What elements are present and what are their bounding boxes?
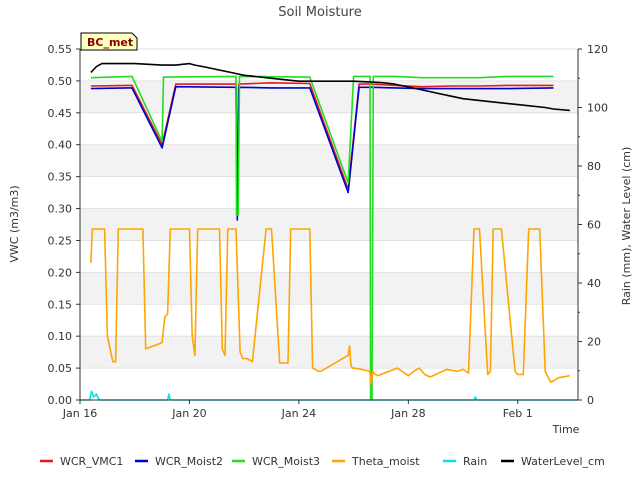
x-tick-label: Jan 16 — [62, 407, 97, 420]
legend-label: Rain — [463, 455, 487, 468]
badge-box — [80, 32, 138, 51]
y-left-tick-label: 0.55 — [48, 43, 73, 56]
series-layer — [80, 62, 578, 401]
series-line-wcr-moist2 — [90, 85, 554, 221]
x-tick-label: Jan 20 — [171, 407, 206, 420]
grid-band — [80, 144, 578, 177]
series-line-theta-moist — [90, 228, 570, 385]
badge-label: BC_met — [87, 36, 133, 49]
y-left-tick-label: 0.20 — [48, 266, 73, 279]
badge: BC_met — [80, 32, 138, 51]
y-right-tick-label: 0 — [587, 394, 594, 407]
x-tick-label: Jan 24 — [281, 407, 316, 420]
y-right-tick-label: 40 — [587, 277, 601, 290]
y-left-tick-label: 0.30 — [48, 203, 73, 216]
x-tick-label: Jan 28 — [390, 407, 425, 420]
y-left-tick-label: 0.40 — [48, 139, 73, 152]
y-left-tick-label: 0.25 — [48, 234, 73, 247]
y-left-tick-label: 0.00 — [48, 394, 73, 407]
legend-label: WaterLevel_cm — [521, 455, 605, 468]
legend-label: WCR_Moist2 — [155, 455, 223, 468]
x-axis-label: Time — [552, 423, 580, 436]
series-line-rain — [80, 390, 578, 401]
series-line-waterlevel-cm — [90, 62, 570, 112]
y-axis-right-label: Rain (mm), Water Level (cm) — [620, 147, 633, 306]
y-left-tick-label: 0.05 — [48, 362, 73, 375]
legend-label: WCR_Moist3 — [252, 455, 320, 468]
y-right-tick-label: 100 — [587, 102, 608, 115]
series-line-wcr-moist3 — [90, 75, 554, 401]
grid-band — [80, 336, 578, 369]
axes: 0.00 0.05 0.10 0.15 0.20 0.25 0.30 0.35 0.40 0.45… — [48, 43, 609, 420]
y-right-tick-label: 20 — [587, 336, 601, 349]
background-bands — [80, 49, 578, 400]
grid-band — [80, 272, 578, 305]
y-left-tick-label: 0.50 — [48, 75, 73, 88]
chart-title: Soil Moisture — [278, 5, 362, 20]
grid-band — [80, 208, 578, 241]
y-right-tick-label: 120 — [587, 43, 608, 56]
y-axis-left-label: VWC (m3/m3) — [8, 185, 21, 262]
y-right-tick-label: 80 — [587, 160, 601, 173]
x-tick-label: Feb 1 — [503, 407, 533, 420]
y-left-tick-label: 0.35 — [48, 171, 73, 184]
legend: WCR_VMC1 WCR_Moist2 WCR_Moist3 Theta_moist R… — [40, 455, 605, 468]
y-left-tick-label: 0.45 — [48, 107, 73, 120]
y-right-tick-label: 60 — [587, 219, 601, 232]
y-left-tick-label: 0.15 — [48, 298, 73, 311]
y-left-tick-label: 0.10 — [48, 330, 73, 343]
legend-label: WCR_VMC1 — [60, 455, 123, 468]
legend-label: Theta_moist — [351, 455, 420, 468]
